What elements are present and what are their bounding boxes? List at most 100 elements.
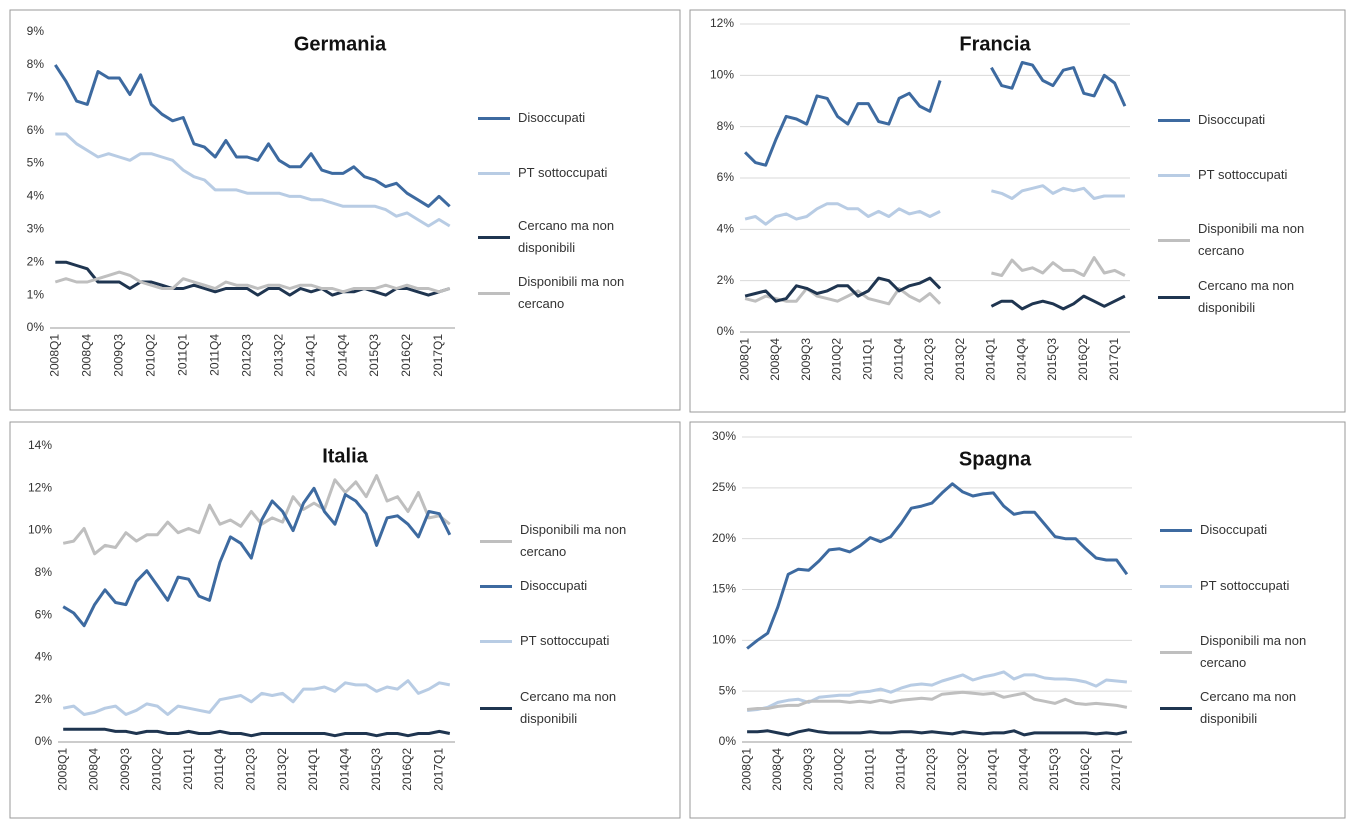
legend-item: Disoccupati xyxy=(480,564,660,608)
series-line xyxy=(54,270,451,294)
x-tick-label: 2011Q1 xyxy=(175,334,189,376)
legend-swatch xyxy=(1158,295,1190,299)
series-line xyxy=(744,286,942,306)
legend-item: Cercano ma non disponibili xyxy=(1158,275,1338,319)
y-tick-label: 4% xyxy=(35,650,53,664)
legend-swatch xyxy=(1158,118,1190,122)
legend-item: PT sottoccupati xyxy=(1158,153,1338,197)
x-tick-label: 2008Q4 xyxy=(768,338,782,381)
y-tick-label: 2% xyxy=(717,273,735,287)
x-tick-label: 2012Q3 xyxy=(924,748,938,791)
legend-swatch xyxy=(1160,584,1192,588)
x-tick-label: 2012Q3 xyxy=(243,748,257,791)
x-tick-label: 2014Q4 xyxy=(1014,338,1028,381)
legend-item: Cercano ma non disponibili xyxy=(1160,686,1340,730)
legend-label: Cercano ma non disponibili xyxy=(1200,689,1297,726)
legend-label: Cercano ma non disponibili xyxy=(1198,278,1295,315)
panel xyxy=(689,9,1346,413)
x-tick-label: 2017Q1 xyxy=(432,748,446,791)
y-tick-label: 5% xyxy=(719,683,737,697)
legend-swatch xyxy=(480,706,512,710)
legend-label: Cercano ma non disponibili xyxy=(518,218,615,255)
x-tick-label: 2013Q2 xyxy=(275,748,289,791)
y-tick-label: 4% xyxy=(717,222,735,236)
legend-item: Disponibili ma non cercano xyxy=(1158,218,1338,262)
legend-swatch xyxy=(1160,650,1192,654)
y-tick-label: 0% xyxy=(35,734,53,748)
y-tick-label: 25% xyxy=(712,480,736,494)
x-tick-label: 2011Q1 xyxy=(860,338,874,380)
legend-label: PT sottoccupati xyxy=(520,633,610,648)
x-tick-label: 2016Q2 xyxy=(399,334,413,377)
legend-label: Disponibili ma non cercano xyxy=(518,274,625,311)
series-line xyxy=(744,202,941,226)
x-tick-label: 2014Q1 xyxy=(303,334,317,377)
x-tick-label: 2014Q1 xyxy=(986,748,1000,791)
x-tick-label: 2011Q4 xyxy=(207,334,221,376)
x-tick-label: 2015Q3 xyxy=(1045,338,1059,381)
x-tick-label: 2008Q1 xyxy=(737,338,751,381)
x-tick-label: 2009Q3 xyxy=(111,334,125,377)
x-tick-label: 2011Q4 xyxy=(891,338,905,380)
chart-title: Germania xyxy=(294,33,387,55)
x-tick-label: 2016Q2 xyxy=(1076,338,1090,381)
legend-label: PT sottoccupati xyxy=(1200,578,1290,593)
x-tick-label: 2010Q2 xyxy=(143,334,157,377)
legend-item: Disponibili ma non cercano xyxy=(478,271,658,315)
x-tick-label: 2011Q4 xyxy=(893,748,907,790)
y-tick-label: 8% xyxy=(27,57,45,71)
x-tick-label: 2009Q3 xyxy=(801,748,815,791)
y-tick-label: 2% xyxy=(35,692,53,706)
x-tick-label: 2010Q2 xyxy=(830,338,844,381)
series-line xyxy=(990,294,1126,311)
series-line xyxy=(63,727,451,738)
legend-item: Disoccupati xyxy=(1160,508,1340,552)
series-line xyxy=(62,486,452,628)
y-tick-label: 2% xyxy=(27,254,45,268)
x-tick-label: 2014Q4 xyxy=(337,748,351,791)
legend-item: PT sottoccupati xyxy=(480,619,660,663)
x-tick-label: 2012Q3 xyxy=(239,334,253,377)
legend-label: Disoccupati xyxy=(1198,112,1266,127)
y-tick-label: 7% xyxy=(27,90,45,104)
x-tick-label: 2014Q1 xyxy=(984,338,998,381)
legend-item: Disoccupati xyxy=(478,96,658,140)
x-tick-label: 2015Q3 xyxy=(367,334,381,377)
legend-swatch xyxy=(478,116,510,120)
x-tick-label: 2017Q1 xyxy=(1109,748,1123,791)
y-tick-label: 12% xyxy=(28,480,52,494)
x-tick-label: 2013Q2 xyxy=(955,748,969,791)
x-tick-label: 2015Q3 xyxy=(1047,748,1061,791)
series-line xyxy=(991,256,1126,277)
y-tick-label: 9% xyxy=(27,24,45,38)
legend-item: PT sottoccupati xyxy=(1160,564,1340,608)
x-tick-label: 2014Q4 xyxy=(335,334,349,377)
x-tick-label: 2011Q1 xyxy=(181,748,195,790)
x-tick-label: 2008Q1 xyxy=(55,748,69,791)
x-tick-label: 2010Q2 xyxy=(149,748,163,791)
legend-item: Cercano ma non disponibili xyxy=(480,686,660,730)
y-tick-label: 6% xyxy=(27,123,45,137)
x-tick-label: 2014Q4 xyxy=(1016,748,1030,791)
legend-label: Disoccupati xyxy=(520,578,588,593)
panel xyxy=(689,421,1346,819)
legend-label: PT sottoccupati xyxy=(518,165,608,180)
x-tick-label: 2017Q1 xyxy=(1107,338,1121,381)
chart-title: Spagna xyxy=(959,448,1032,470)
y-tick-label: 5% xyxy=(27,156,45,170)
legend-swatch xyxy=(478,171,510,175)
x-tick-label: 2009Q3 xyxy=(118,748,132,791)
y-tick-label: 10% xyxy=(710,68,734,82)
x-tick-label: 2009Q3 xyxy=(799,338,813,381)
legend-swatch xyxy=(478,235,510,239)
legend-label: Disoccupati xyxy=(518,110,586,125)
x-tick-label: 2011Q1 xyxy=(862,748,876,790)
series-line xyxy=(744,80,942,167)
legend-label: Disoccupati xyxy=(1200,522,1268,537)
x-tick-label: 2010Q2 xyxy=(832,748,846,791)
x-tick-label: 2016Q2 xyxy=(1078,748,1092,791)
x-tick-label: 2013Q2 xyxy=(271,334,285,377)
y-tick-label: 10% xyxy=(712,633,736,647)
